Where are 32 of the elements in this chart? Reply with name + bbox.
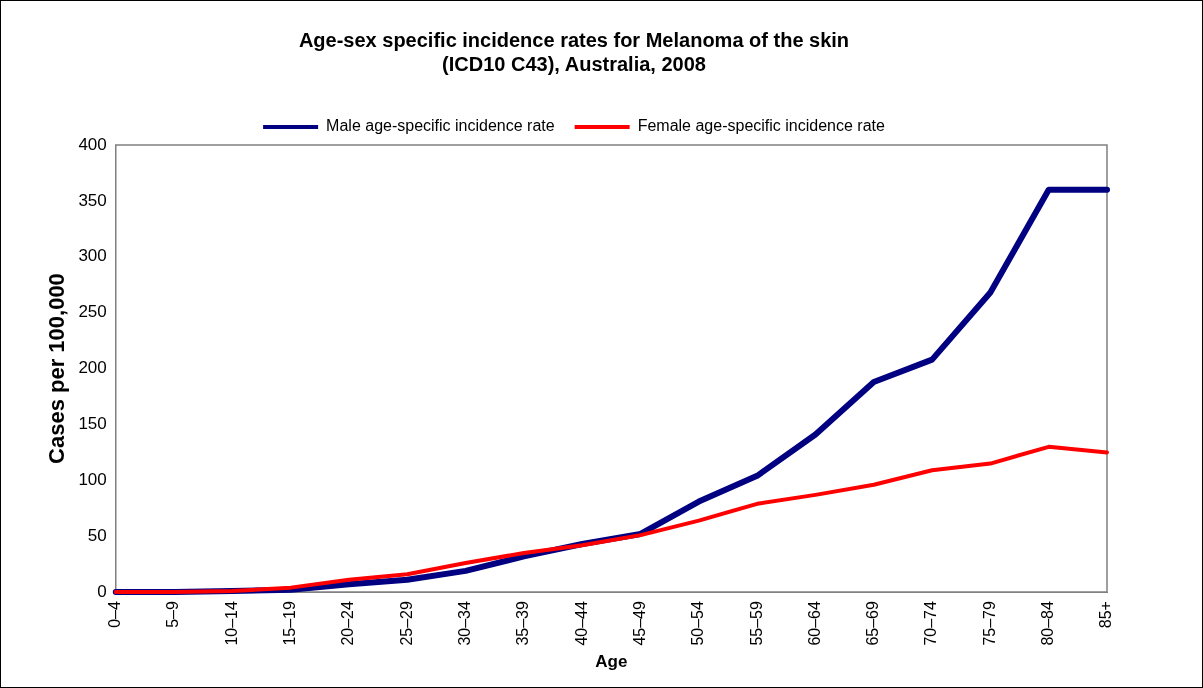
legend-label: Male age-specific incidence rate xyxy=(326,117,555,135)
y-tick-label: 300 xyxy=(78,246,107,266)
y-tick-label: 50 xyxy=(87,525,107,545)
x-tick-label: 80–84 xyxy=(1039,601,1057,646)
x-tick-label: 35–39 xyxy=(514,601,532,646)
x-tick-label: 10–14 xyxy=(222,601,240,646)
x-tick-label: 15–19 xyxy=(281,601,299,646)
x-tick-label: 45–49 xyxy=(630,601,648,646)
x-tick-label: 0–4 xyxy=(106,601,124,628)
x-axis-title: Age xyxy=(595,652,628,672)
x-tick-label: 60–64 xyxy=(805,601,823,646)
y-tick-label: 350 xyxy=(78,190,107,210)
y-tick-label: 400 xyxy=(78,134,107,154)
x-tick-label: 85+ xyxy=(1097,601,1115,629)
x-tick-label: 50–54 xyxy=(689,601,707,646)
x-tick-label: 25–29 xyxy=(397,601,415,646)
y-tick-label: 150 xyxy=(78,414,107,434)
y-tick-label: 0 xyxy=(97,581,107,601)
x-tick-label: 70–74 xyxy=(922,601,940,646)
y-tick-label: 100 xyxy=(78,470,107,490)
y-tick-label: 200 xyxy=(78,358,107,378)
x-tick-label: 20–24 xyxy=(339,601,357,646)
y-tick-label: 250 xyxy=(78,302,107,322)
x-tick-label: 75–79 xyxy=(980,601,998,646)
x-tick-label: 65–69 xyxy=(864,601,882,646)
legend-label: Female age-specific incidence rate xyxy=(637,117,885,135)
x-tick-label: 55–59 xyxy=(747,601,765,646)
y-axis-title: Cases per 100,000 xyxy=(44,273,70,464)
x-tick-label: 40–44 xyxy=(572,601,590,646)
chart-title: Age-sex specific incidence rates for Melanoma of the skin (ICD10 C43), Australia, 2008 xyxy=(298,28,850,75)
x-tick-label: 5–9 xyxy=(164,601,182,628)
x-tick-label: 30–34 xyxy=(456,601,474,646)
